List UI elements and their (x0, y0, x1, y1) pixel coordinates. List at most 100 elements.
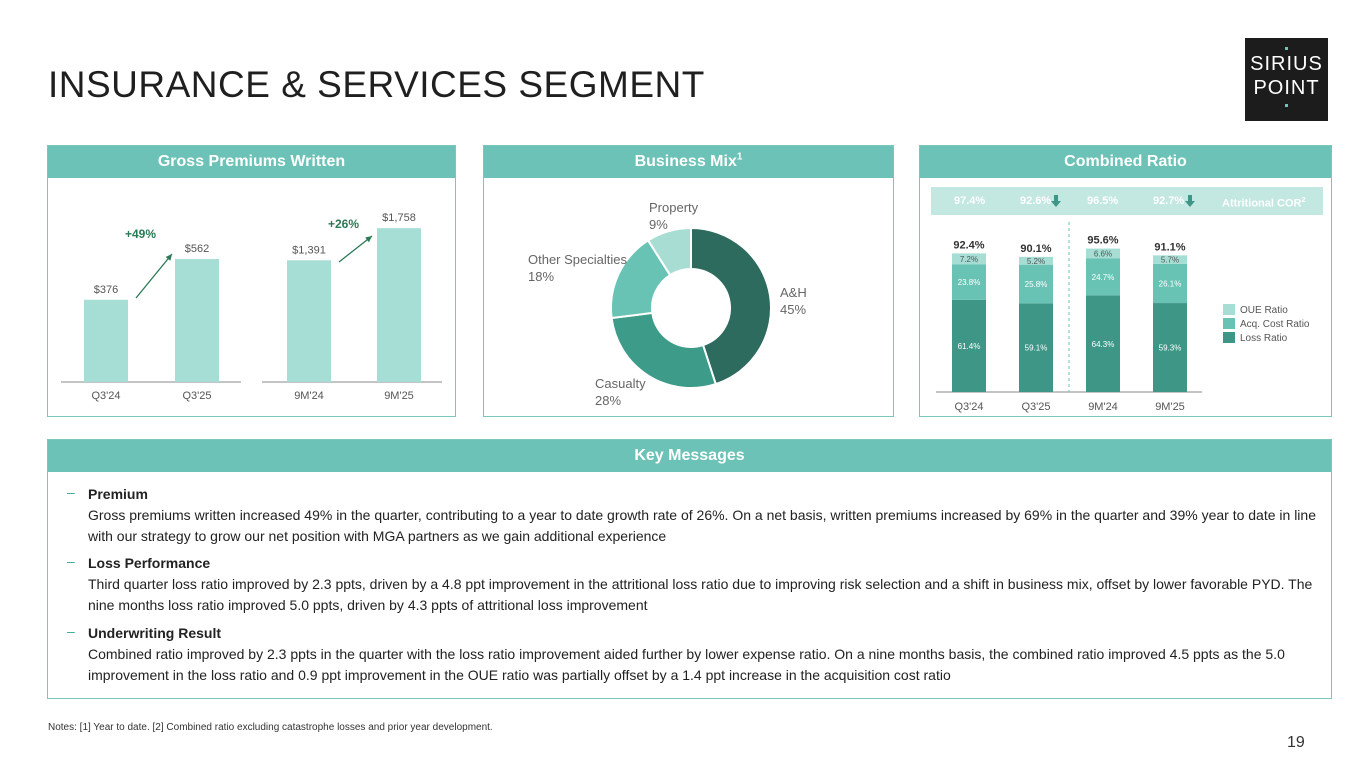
pie-slice-ah (690, 226, 772, 386)
gpw-growth-ytd: +26% (328, 217, 360, 231)
cr-category-label: 9M'24 (1088, 401, 1118, 413)
key-message-text: Gross premiums written increased 49% in … (88, 507, 1316, 544)
key-message-heading: Premium (88, 486, 148, 502)
gpw-category-label: Q3'25 (182, 390, 211, 402)
legend-loss: Loss Ratio (1223, 332, 1287, 345)
legend-label-acq: Acq. Cost Ratio (1240, 319, 1310, 330)
cr-total-label: 92.4% (953, 239, 984, 251)
pie-slice-property (646, 226, 692, 277)
legend-label-oue: OUE Ratio (1240, 305, 1288, 316)
pie-label-casualty: Casualty 28% (595, 375, 646, 409)
gpw-bar (175, 259, 219, 382)
legend-swatch-acq (1223, 318, 1235, 329)
cr-category-label: Q3'25 (1021, 401, 1050, 413)
key-message-heading: Loss Performance (88, 555, 211, 571)
gpw-bar (377, 228, 421, 382)
cr-bar-segment (1153, 303, 1187, 392)
legend-swatch-loss (1223, 332, 1235, 343)
cr-segment-label: 64.3% (1092, 340, 1115, 349)
attritional-cor-value: 92.7% (1153, 195, 1185, 207)
page-number: 19 (1287, 734, 1305, 751)
cr-bar-segment (952, 264, 986, 300)
gpw-value-label: $376 (94, 284, 118, 296)
attritional-cor-bar: 97.4% 92.6% 96.5% 92.7% Attritional COR2 (931, 187, 1323, 215)
gpw-bar (287, 260, 331, 382)
cr-segment-label: 25.8% (1025, 280, 1048, 289)
key-message-underwriting-result: Underwriting Result Combined ratio impro… (88, 623, 1318, 686)
down-arrow-icon (1185, 195, 1195, 207)
attritional-cor-value: 96.5% (1087, 195, 1119, 207)
combined-ratio-header: Combined Ratio (920, 146, 1331, 178)
gpw-value-label: $1,391 (292, 244, 326, 256)
cr-total-label: 90.1% (1020, 243, 1051, 255)
business-mix-panel: Business Mix1 Property 9% Other Specialt… (483, 145, 894, 417)
cr-segment-label: 61.4% (958, 342, 981, 351)
business-mix-donut (610, 226, 772, 389)
cr-segment-label: 24.7% (1092, 273, 1115, 282)
key-message-text: Third quarter loss ratio improved by 2.3… (88, 576, 1313, 613)
cr-bar-segment (1153, 255, 1187, 264)
down-arrow-icon (1051, 195, 1061, 207)
pie-label-ah-pct: 45% (780, 302, 807, 317)
logo-line-2: POINT (1253, 77, 1320, 99)
cr-segment-label: 5.7% (1161, 256, 1179, 265)
legend-oue: OUE Ratio (1223, 304, 1288, 317)
gpw-chart: $376 Q3'24 $562 Q3'25 $1,391 9M'24 $1,758 9M'25 (61, 212, 442, 402)
legend-label-loss: Loss Ratio (1240, 333, 1288, 344)
cr-bar-segment (1086, 258, 1120, 296)
bullet-dash: – (67, 623, 75, 639)
gpw-category-label: 9M'25 (384, 390, 414, 402)
pie-label-casualty-name: Casualty (595, 376, 646, 391)
growth-arrow-icon (135, 253, 173, 299)
siriuspoint-logo: SIRIUS POINT (1245, 38, 1328, 121)
cr-bar-segment (1019, 256, 1053, 265)
cr-total-label: 95.6% (1087, 235, 1118, 247)
cr-bar-segment (1019, 303, 1053, 392)
cr-bar-segment (1019, 264, 1053, 304)
bullet-dash: – (67, 484, 75, 500)
key-message-heading: Underwriting Result (88, 625, 222, 641)
business-mix-footnote: 1 (736, 151, 743, 163)
gpw-header: Gross Premiums Written (48, 146, 455, 178)
legend-swatch-oue (1223, 304, 1235, 315)
attritional-cor-footnote: 2 (1301, 197, 1306, 204)
pie-label-property-name: Property (649, 200, 699, 215)
legend-acq: Acq. Cost Ratio (1223, 318, 1309, 331)
key-message-premium: Premium Gross premiums written increased… (88, 484, 1318, 547)
growth-arrow-icon (338, 235, 373, 263)
logo-dot-top (1285, 47, 1288, 50)
gpw-category-label: Q3'24 (91, 390, 120, 402)
cr-segment-label: 5.2% (1027, 257, 1045, 266)
pie-label-ah-name: A&H (780, 285, 807, 300)
business-mix-header: Business Mix1 (484, 146, 893, 178)
key-message-text: Combined ratio improved by 2.3 ppts in t… (88, 646, 1285, 683)
combined-ratio-panel: Combined Ratio 97.4% 92.6% 96.5% 92.7% A… (919, 145, 1332, 417)
attritional-cor-value: 97.4% (954, 195, 986, 207)
gpw-panel: Gross Premiums Written $376 Q3'24 $562 Q3'2… (47, 145, 456, 417)
gpw-growth-quarter: +49% (125, 227, 157, 241)
logo-dot-bottom (1285, 104, 1288, 107)
pie-label-casualty-pct: 28% (595, 393, 622, 408)
pie-label-other-pct: 18% (528, 269, 555, 284)
key-messages-header: Key Messages (48, 440, 1331, 472)
pie-label-property-pct: 9% (649, 217, 668, 232)
key-messages-panel: Key Messages (47, 439, 1332, 699)
cr-segment-label: 59.1% (1025, 344, 1048, 353)
growth-arrow-head-icon (165, 254, 172, 261)
page-title: INSURANCE & SERVICES SEGMENT (48, 64, 705, 105)
cr-segment-label: 59.3% (1159, 344, 1182, 353)
gpw-category-label: 9M'24 (294, 390, 324, 402)
gpw-bar (84, 299, 128, 382)
cr-category-label: 9M'25 (1155, 401, 1185, 413)
cr-segment-label: 6.6% (1094, 250, 1112, 259)
cr-segment-label: 7.2% (960, 255, 978, 264)
gpw-value-label: $1,758 (382, 212, 416, 224)
key-message-loss-performance: Loss Performance Third quarter loss rati… (88, 553, 1318, 616)
footnotes: Notes: [1] Year to date. [2] Combined ra… (48, 722, 493, 733)
pie-label-ah: A&H 45% (780, 284, 807, 318)
business-mix-title: Business Mix (634, 153, 737, 170)
cr-bar-segment (952, 253, 986, 265)
cr-category-label: Q3'24 (954, 401, 983, 413)
bullet-dash: – (67, 553, 75, 569)
gpw-value-label: $562 (185, 243, 209, 255)
